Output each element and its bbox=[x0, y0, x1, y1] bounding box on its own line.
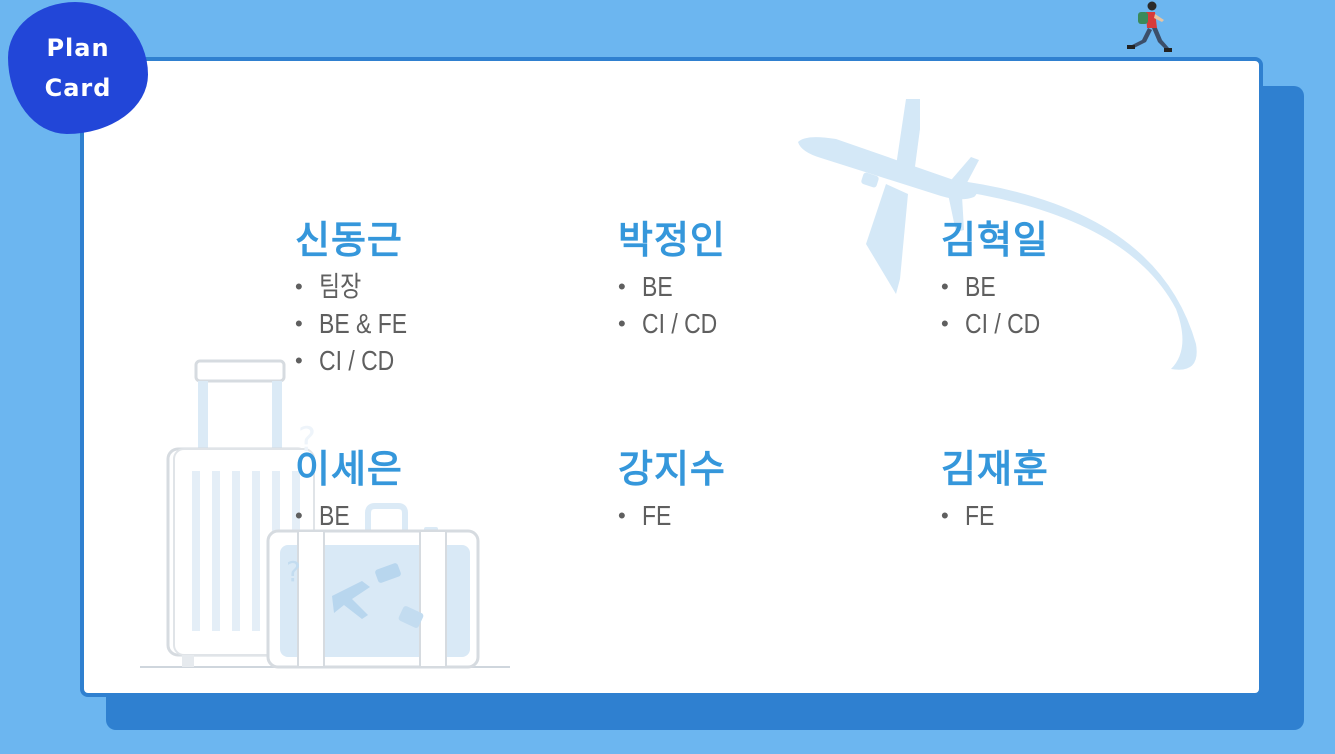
bullet-icon: • bbox=[295, 311, 303, 336]
member-card: 김혁일 • BE • CI / CD bbox=[941, 218, 1057, 342]
role-item: • FE bbox=[618, 497, 726, 534]
bullet-icon: • bbox=[618, 503, 626, 528]
bullet-icon: • bbox=[618, 274, 626, 299]
member-card: 김재훈 • FE bbox=[941, 447, 1049, 534]
role-list: • FE bbox=[618, 497, 726, 534]
role-item: • CI / CD bbox=[618, 305, 734, 342]
badge-line-1: Plan bbox=[46, 34, 110, 62]
role-item: • BE bbox=[618, 268, 734, 305]
role-item: • CI / CD bbox=[941, 305, 1057, 342]
member-name: 강지수 bbox=[618, 447, 726, 491]
role-item: • BE bbox=[941, 268, 1057, 305]
role-list: • BE • CI / CD bbox=[941, 268, 1057, 342]
svg-text:?: ? bbox=[286, 555, 301, 588]
runner-icon bbox=[1127, 1, 1172, 52]
bullet-icon: • bbox=[295, 274, 303, 299]
bullet-icon: • bbox=[295, 348, 303, 373]
role-item: • BE bbox=[295, 497, 403, 534]
member-name: 박정인 bbox=[618, 218, 726, 262]
svg-text:?: ? bbox=[298, 420, 316, 460]
plan-card: ? ? 신동근 • 팀장 • BE & FE • CI / CD 박정인 • BE • C… bbox=[80, 57, 1263, 697]
member-name: 김재훈 bbox=[941, 447, 1049, 491]
role-item: • BE & FE bbox=[295, 305, 426, 342]
airplane-icon bbox=[798, 99, 1197, 370]
role-item: • 팀장 bbox=[295, 268, 426, 305]
plan-card-badge: Plan Card bbox=[8, 2, 148, 134]
member-card: 신동근 • 팀장 • BE & FE • CI / CD bbox=[295, 218, 426, 379]
member-name: 이세은 bbox=[295, 447, 403, 491]
member-name: 김혁일 bbox=[941, 218, 1049, 262]
role-list: • BE • CI / CD bbox=[618, 268, 734, 342]
role-item: • FE bbox=[941, 497, 1049, 534]
bullet-icon: • bbox=[295, 503, 303, 528]
bullet-icon: • bbox=[618, 311, 626, 336]
badge-line-2: Card bbox=[44, 74, 112, 102]
role-list: • 팀장 • BE & FE • CI / CD bbox=[295, 268, 426, 379]
role-list: • FE bbox=[941, 497, 1049, 534]
role-item: • CI / CD bbox=[295, 342, 426, 379]
bullet-icon: • bbox=[941, 311, 949, 336]
member-name: 신동근 bbox=[295, 218, 403, 262]
luggage-icon: ? ? bbox=[140, 359, 510, 669]
member-card: 강지수 • FE bbox=[618, 447, 726, 534]
bullet-icon: • bbox=[941, 274, 949, 299]
member-card: 이세은 • BE bbox=[295, 447, 403, 534]
member-card: 박정인 • BE • CI / CD bbox=[618, 218, 734, 342]
role-list: • BE bbox=[295, 497, 403, 534]
bullet-icon: • bbox=[941, 503, 949, 528]
